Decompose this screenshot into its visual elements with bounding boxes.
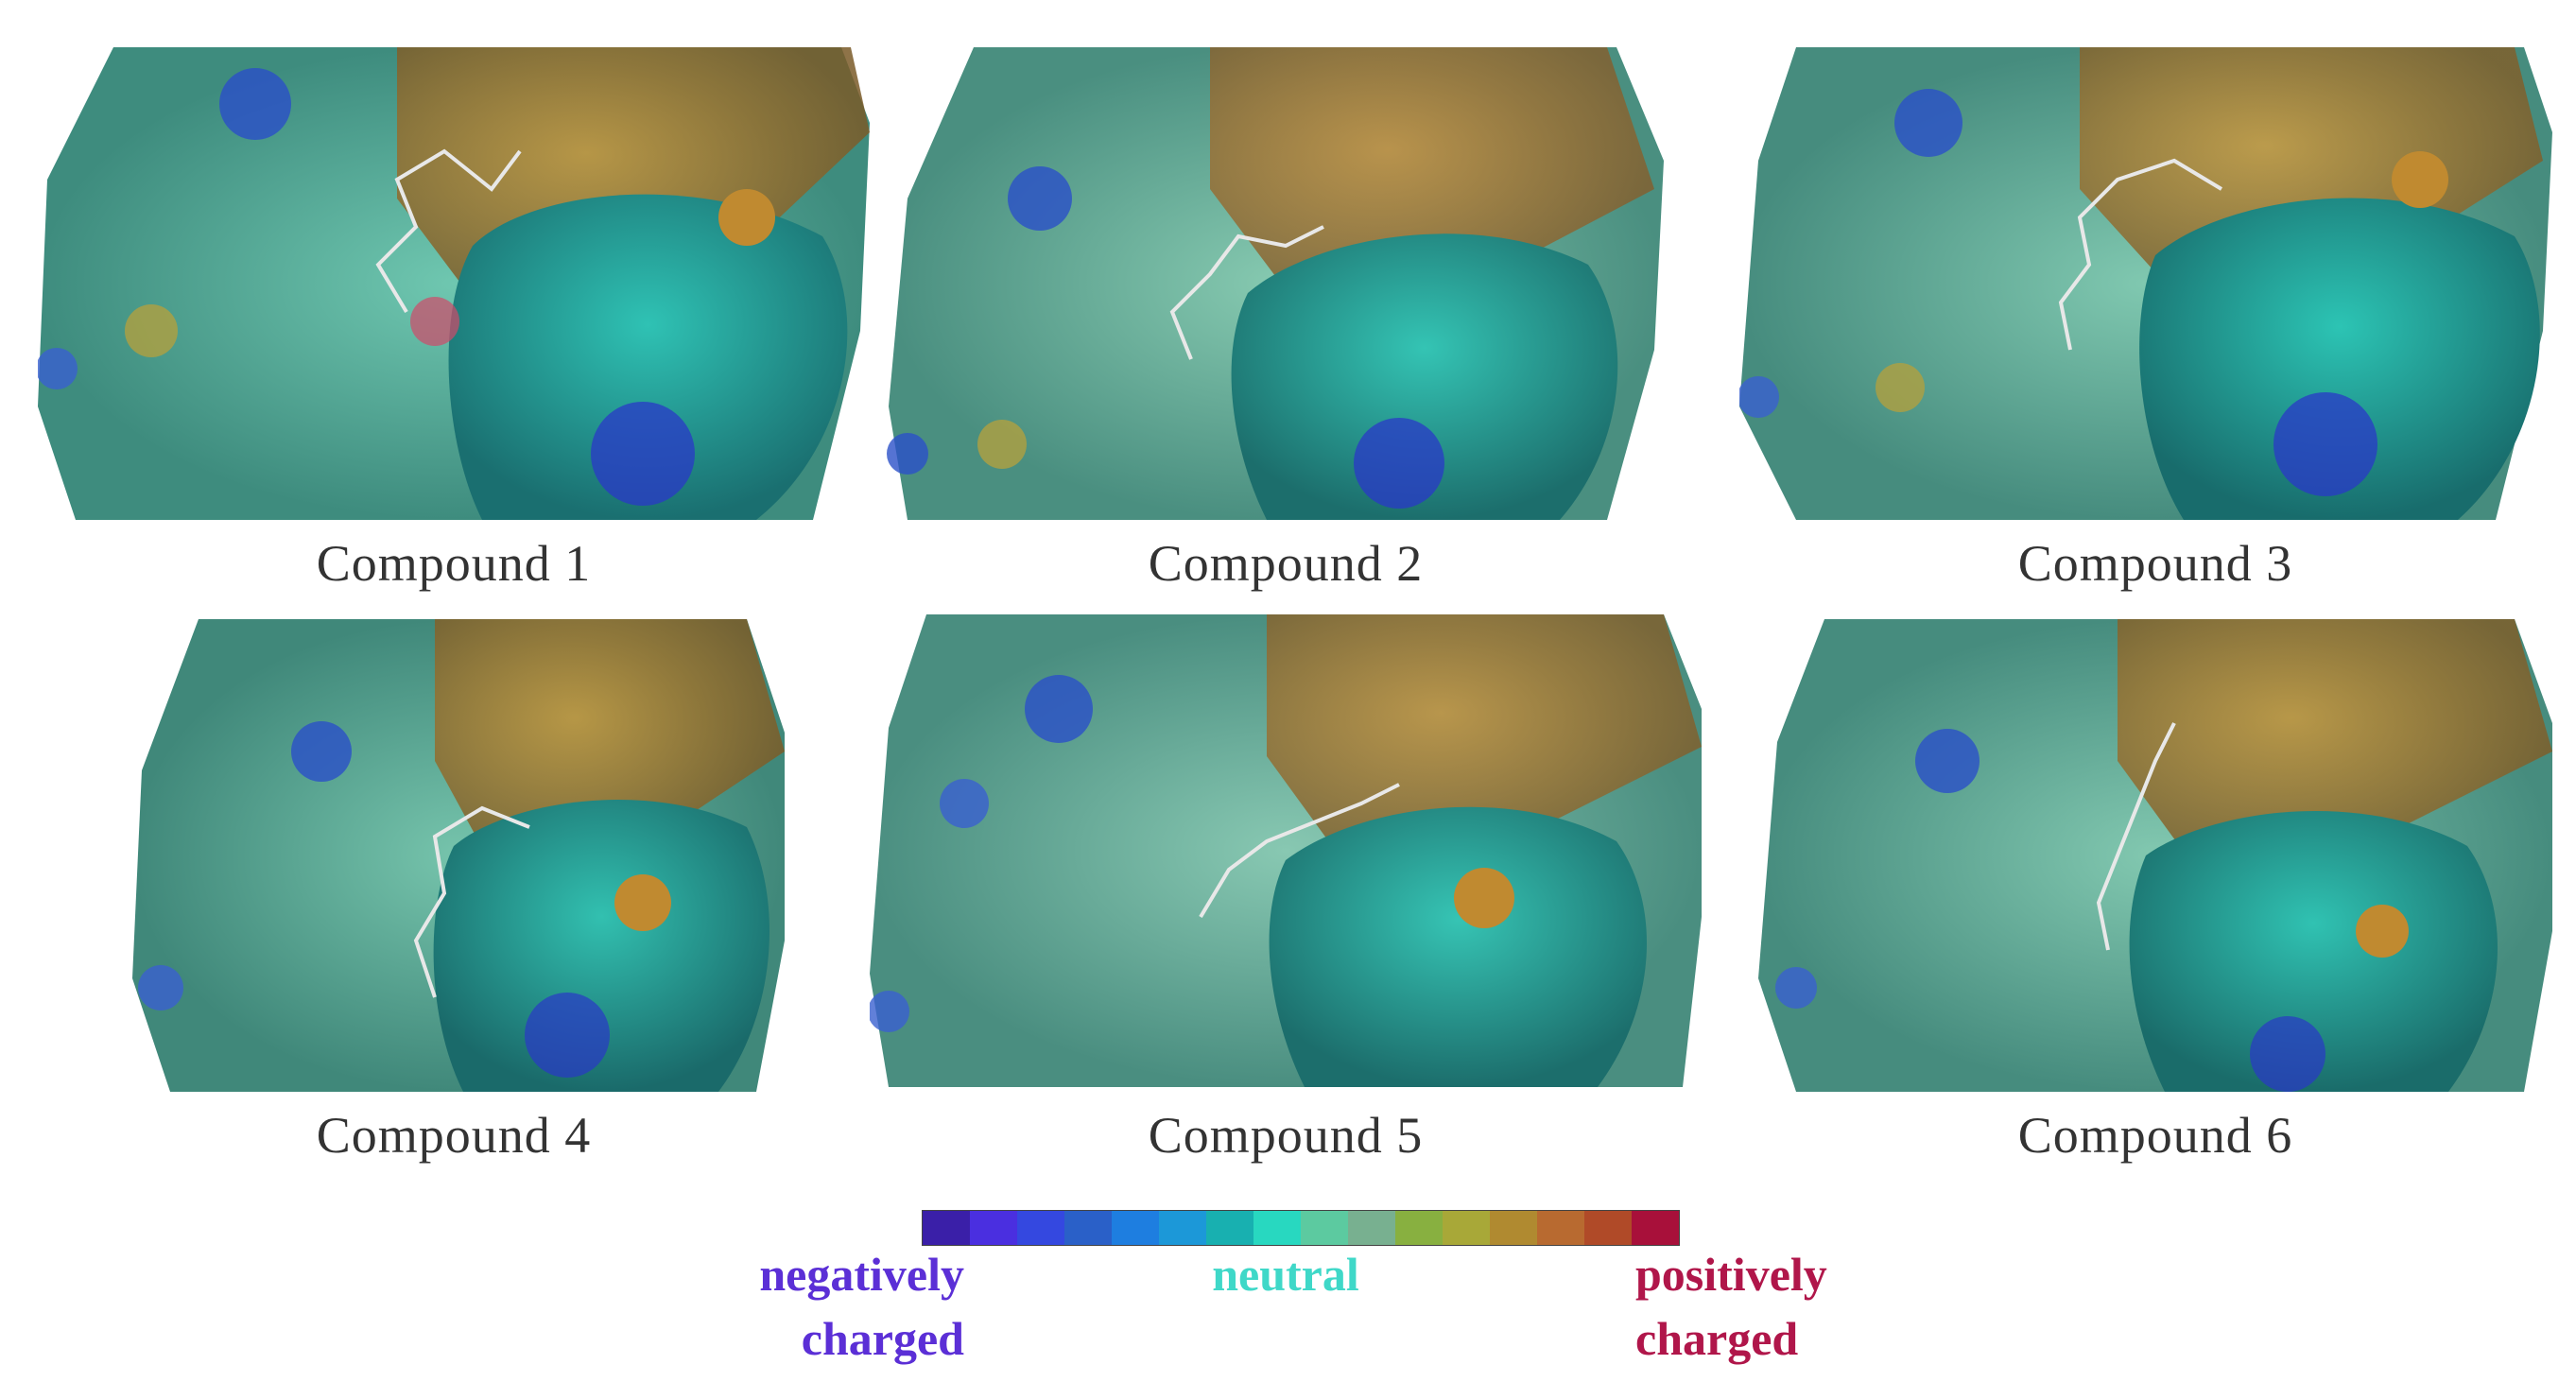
surface-panel-1 [38, 47, 870, 520]
colorbar-segment [1112, 1211, 1159, 1245]
colorbar-segment [1395, 1211, 1443, 1245]
colorbar-segment [1064, 1211, 1112, 1245]
colorbar-segment [1443, 1211, 1490, 1245]
panel-caption-4: Compound 4 [316, 1107, 592, 1164]
legend-positive-line2: charged [1635, 1312, 1799, 1365]
colorbar-segment [970, 1211, 1017, 1245]
panel-caption-6: Compound 6 [2017, 1107, 2293, 1164]
panel-caption-3: Compound 3 [2017, 535, 2293, 592]
surface-panel-4 [38, 619, 870, 1092]
colorbar-segment [1253, 1211, 1301, 1245]
surface-panel-3 [1739, 47, 2571, 520]
legend-negative-line1: negatively [759, 1248, 964, 1301]
protein-surface-image-4 [132, 619, 785, 1092]
legend-negative-line2: charged [801, 1312, 964, 1365]
colorbar-segment [1490, 1211, 1537, 1245]
panel-caption-1: Compound 1 [316, 535, 592, 592]
surface-panel-2 [870, 47, 1702, 520]
colorbar-segment [1537, 1211, 1584, 1245]
protein-surface-image-3 [1739, 47, 2552, 520]
legend-positive-line1: positively [1635, 1248, 1827, 1301]
colorbar-segment [1632, 1211, 1679, 1245]
colorbar-segment [1159, 1211, 1206, 1245]
surface-panel-5 [870, 614, 1702, 1087]
colorbar-segment [1206, 1211, 1253, 1245]
surface-panel-6 [1739, 619, 2571, 1092]
legend-neutral: neutral [1212, 1248, 1359, 1301]
panel-caption-2: Compound 2 [1148, 535, 1424, 592]
colorbar-segment [923, 1211, 970, 1245]
protein-surface-image-1 [38, 47, 870, 520]
charge-colorbar [922, 1210, 1680, 1246]
protein-surface-image-6 [1758, 619, 2552, 1092]
colorbar-segment [1017, 1211, 1064, 1245]
colorbar-segment [1584, 1211, 1632, 1245]
panel-caption-5: Compound 5 [1148, 1107, 1424, 1164]
protein-surface-image-5 [870, 614, 1702, 1087]
colorbar-segment [1348, 1211, 1395, 1245]
protein-surface-image-2 [887, 47, 1664, 520]
colorbar-segment [1301, 1211, 1348, 1245]
